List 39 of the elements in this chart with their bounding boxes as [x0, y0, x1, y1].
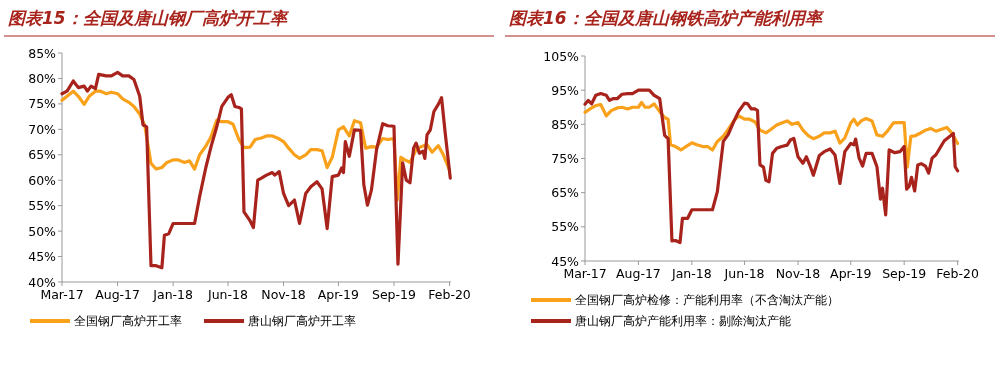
- y-tick-label: 65%: [551, 185, 580, 201]
- chart-title: 图表16：全国及唐山钢铁高炉产能利用率: [509, 8, 824, 28]
- x-tick-label: Mar-17: [40, 287, 84, 302]
- y-tick-label: 50%: [28, 223, 57, 239]
- y-tick-label: 75%: [551, 151, 580, 166]
- x-tick-label: Jun-18: [723, 266, 765, 281]
- x-tick-label: Aug-17: [95, 287, 140, 302]
- y-tick-label: 40%: [28, 274, 57, 290]
- legend-label: 唐山钢厂高炉产能利用率：剔除淘汰产能: [575, 314, 791, 328]
- x-tick-label: Apr-19: [317, 287, 360, 302]
- x-tick-label: Jun-18: [207, 287, 249, 302]
- y-tick-label: 55%: [551, 219, 580, 235]
- x-tick-label: Aug-17: [616, 266, 661, 281]
- x-tick-label: Nov-18: [261, 287, 306, 302]
- x-tick-label: Sep-19: [371, 287, 417, 302]
- y-tick-label: 45%: [551, 253, 580, 269]
- x-tick-label: Sep-19: [882, 266, 927, 281]
- y-tick-label: 45%: [28, 249, 57, 265]
- y-tick-label: 55%: [28, 198, 57, 214]
- x-tick-label: Feb-20: [428, 287, 471, 302]
- y-tick-label: 70%: [28, 121, 57, 137]
- x-tick-label: Nov-18: [775, 266, 821, 281]
- y-tick-label: 105%: [543, 48, 580, 64]
- x-tick-label: Feb-20: [936, 266, 979, 281]
- x-tick-label: Apr-19: [830, 266, 872, 281]
- y-tick-label: 85%: [28, 45, 57, 61]
- y-tick-label: 85%: [551, 116, 580, 132]
- legend-label: 全国钢厂高炉检修：产能利用率（不含淘汰产能）: [575, 293, 839, 307]
- x-tick-label: Jan-18: [671, 266, 712, 281]
- y-tick-label: 60%: [28, 172, 57, 188]
- chart-title: 图表15：全国及唐山钢厂高炉开工率: [8, 8, 289, 28]
- y-tick-label: 80%: [28, 70, 57, 86]
- y-tick-label: 95%: [551, 82, 580, 98]
- legend-label: 全国钢厂高炉开工率: [74, 314, 182, 328]
- y-tick-label: 65%: [28, 147, 57, 163]
- x-tick-label: Mar-17: [563, 266, 607, 281]
- legend-label: 唐山钢厂高炉开工率: [248, 314, 356, 328]
- x-tick-label: Jan-18: [152, 287, 194, 302]
- y-tick-label: 75%: [28, 96, 57, 112]
